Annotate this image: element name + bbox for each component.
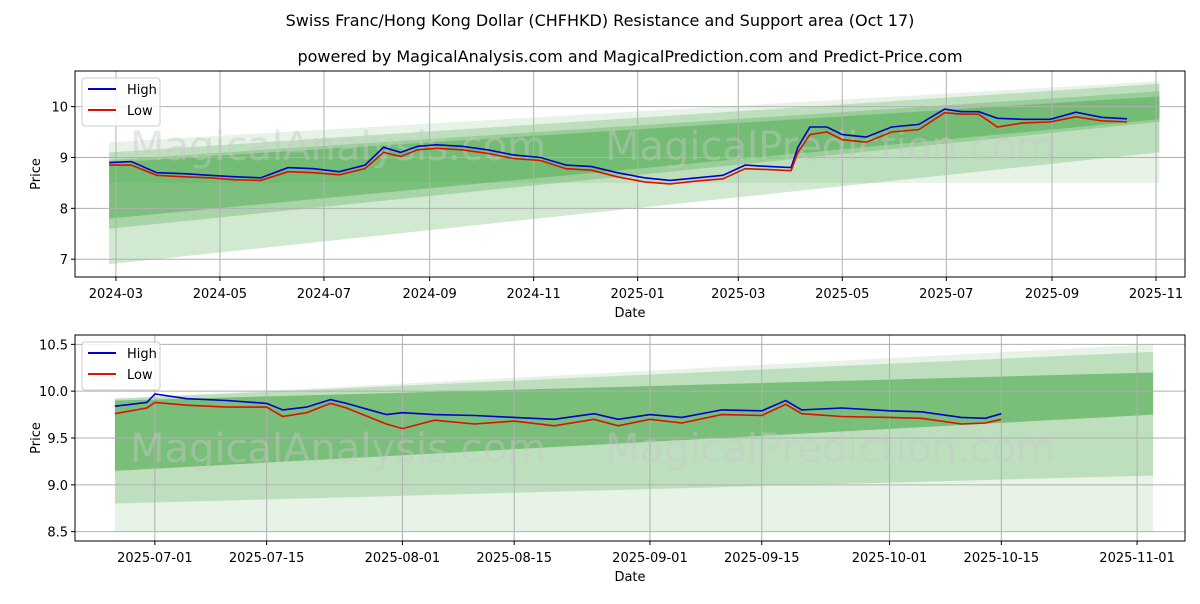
y-axis-label: Price — [29, 158, 44, 190]
resistance-support-band-4 — [114, 372, 1154, 471]
series-low-line — [109, 111, 1128, 185]
x-tick-label: 2025-03 — [711, 287, 765, 302]
x-tick-label: 2025-07-15 — [229, 551, 305, 566]
chart-panel-2: MagicalAnalysis.com MagicalPrediction.com… — [29, 334, 1186, 585]
chart-title: Swiss Franc/Hong Kong Dollar (CHFHKD) Re… — [286, 11, 915, 30]
x-tick-label: 2025-09-01 — [612, 551, 688, 566]
x-tick-label: 2025-08-01 — [365, 551, 441, 566]
x-tick-label: 2025-05 — [815, 287, 869, 302]
legend: High Low — [81, 341, 161, 391]
x-tick-label: 2024-09 — [402, 287, 456, 302]
legend-label-high: High — [127, 347, 157, 362]
resistance-support-band-2 — [114, 351, 1154, 504]
x-tick-label: 2024-07 — [297, 287, 351, 302]
x-tick-label: 2024-03 — [89, 287, 143, 302]
y-tick-label: 10.5 — [39, 338, 68, 353]
x-tick-label: 2025-10-15 — [964, 551, 1040, 566]
legend-label-low: Low — [127, 104, 153, 119]
x-axis-label: Date — [614, 570, 645, 585]
x-tick-label: 2025-07-01 — [117, 551, 193, 566]
legend-label-low: Low — [127, 368, 153, 383]
resistance-support-band-3 — [114, 372, 1154, 471]
watermark: MagicalPrediction.com — [605, 124, 1055, 170]
x-tick-label: 2025-11-01 — [1099, 551, 1175, 566]
x-tick-label: 2025-11 — [1129, 287, 1183, 302]
x-tick-label: 2025-10-01 — [852, 551, 928, 566]
y-tick-label: 7 — [60, 253, 68, 268]
x-tick-label: 2025-09 — [1025, 287, 1079, 302]
resistance-support-band-2 — [109, 83, 1160, 265]
x-tick-label: 2025-07 — [919, 287, 973, 302]
y-tick-label: 10.0 — [39, 385, 68, 400]
x-tick-label: 2025-09-15 — [724, 551, 800, 566]
y-tick-label: 8 — [60, 202, 68, 217]
x-tick-label: 2024-11 — [506, 287, 560, 302]
plot-area: MagicalAnalysis.com MagicalPrediction.com… — [75, 71, 1185, 277]
chart-subtitle: powered by MagicalAnalysis.com and Magic… — [297, 47, 962, 66]
series-high-line — [109, 108, 1128, 182]
x-tick-label: 2025-08-15 — [476, 551, 552, 566]
resistance-support-band-3 — [109, 91, 1160, 229]
x-axis-label: Date — [614, 306, 645, 321]
y-tick-label: 9.0 — [47, 479, 68, 494]
plot-frame — [74, 70, 1186, 278]
legend: High Low — [81, 77, 161, 127]
series-high-line — [114, 393, 1002, 421]
x-tick-label: 2024-05 — [193, 287, 247, 302]
chart-panel-1: MagicalAnalysis.com MagicalPrediction.com… — [29, 70, 1186, 321]
x-tick-label: 2025-01 — [611, 287, 665, 302]
plot-area: MagicalAnalysis.com MagicalPrediction.com — [75, 335, 1185, 541]
watermark: MagicalAnalysis.com — [130, 426, 546, 472]
y-tick-label: 8.5 — [47, 526, 68, 541]
y-tick-label: 9.5 — [47, 432, 68, 447]
watermark: MagicalAnalysis.com — [130, 124, 546, 170]
watermark: MagicalPrediction.com — [605, 426, 1055, 472]
y-tick-label: 10 — [51, 101, 68, 116]
legend-label-high: High — [127, 83, 157, 98]
y-tick-label: 9 — [60, 151, 68, 166]
series-low-line — [114, 401, 1002, 430]
y-axis-label: Price — [29, 422, 44, 454]
